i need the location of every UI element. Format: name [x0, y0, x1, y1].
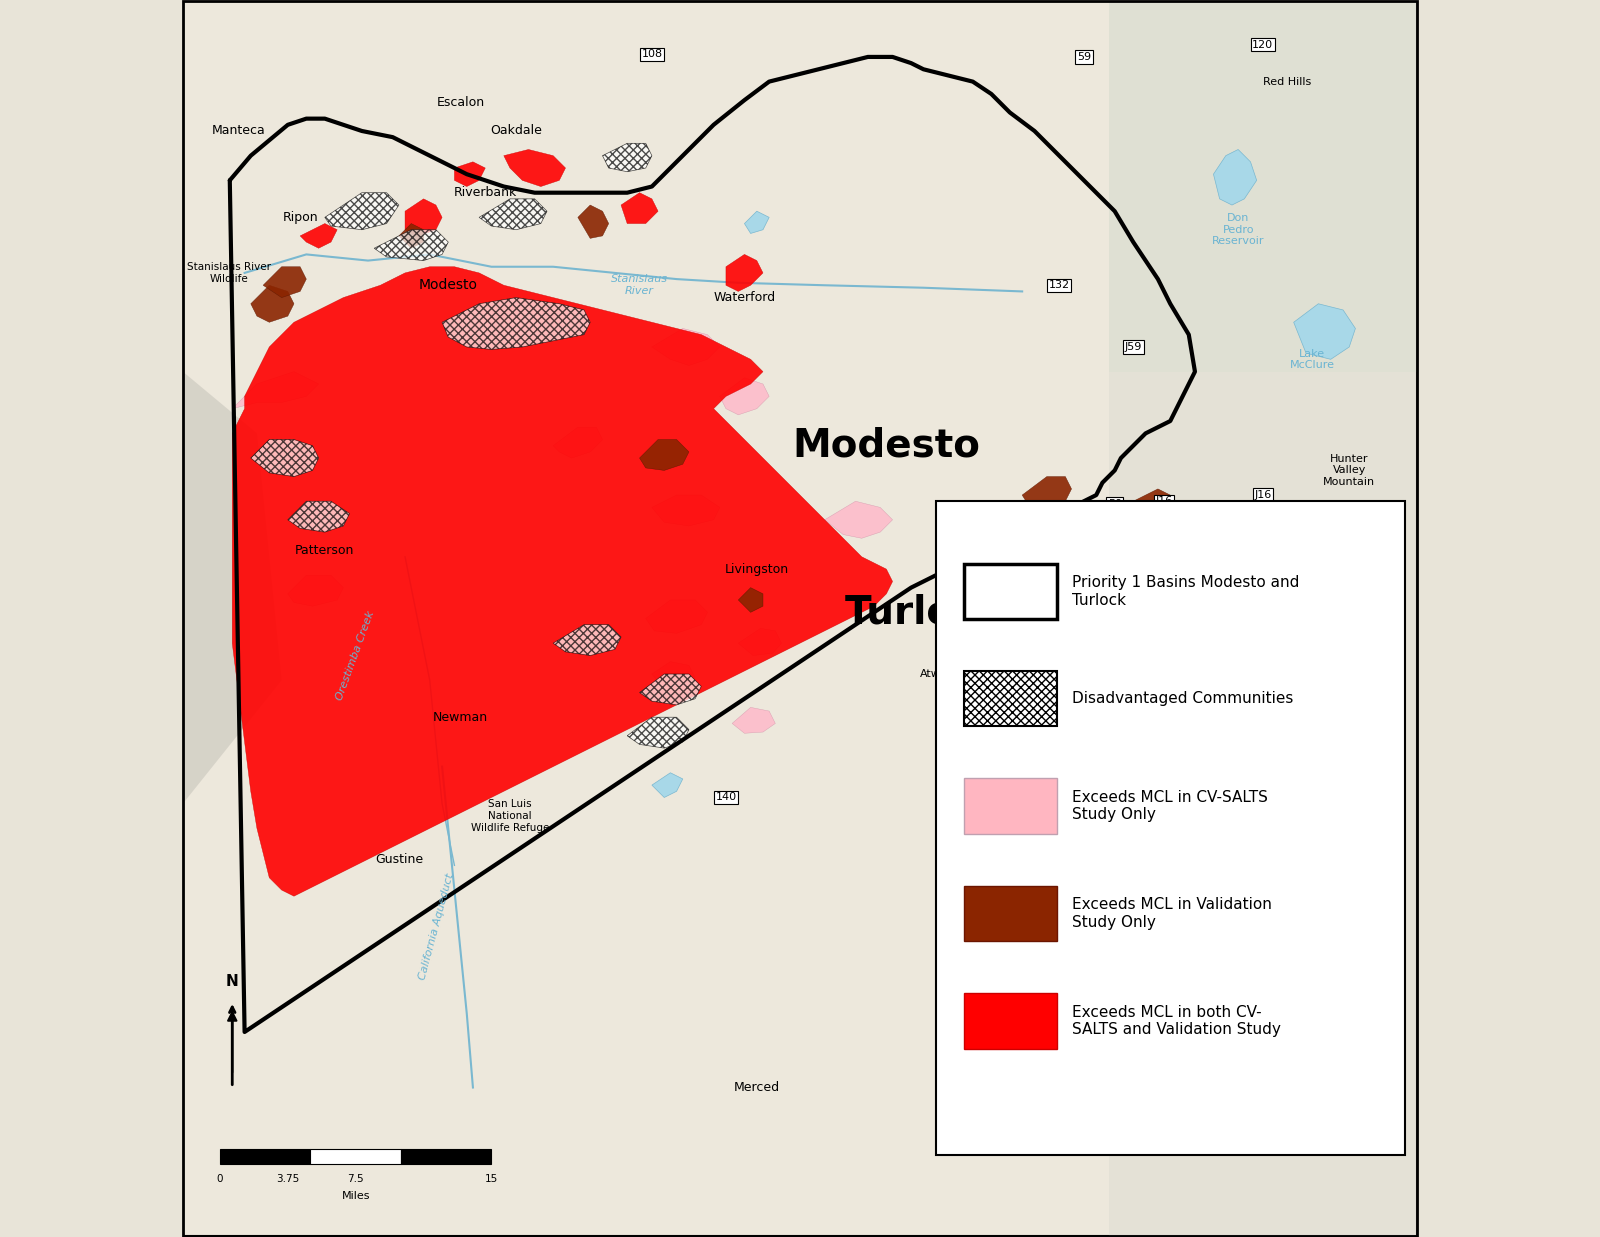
Text: J16: J16	[1155, 496, 1173, 506]
Text: 59: 59	[1077, 52, 1091, 62]
Text: Escalon: Escalon	[437, 96, 485, 109]
Text: Priority 1 Basins Modesto and
Turlock: Priority 1 Basins Modesto and Turlock	[1072, 575, 1299, 607]
FancyBboxPatch shape	[219, 1149, 310, 1164]
FancyBboxPatch shape	[965, 886, 1056, 941]
Polygon shape	[726, 255, 763, 292]
Polygon shape	[646, 600, 707, 633]
Polygon shape	[824, 501, 893, 538]
FancyBboxPatch shape	[965, 993, 1056, 1049]
Polygon shape	[232, 371, 318, 408]
Text: N: N	[226, 974, 238, 988]
Polygon shape	[627, 717, 690, 748]
Polygon shape	[442, 298, 590, 349]
Polygon shape	[640, 674, 701, 705]
Text: Modesto: Modesto	[792, 427, 981, 465]
Text: Stanislaus
River: Stanislaus River	[611, 275, 669, 296]
Text: Lake
McClure: Lake McClure	[1290, 349, 1334, 370]
Text: Livingston: Livingston	[725, 563, 789, 575]
Polygon shape	[232, 267, 893, 896]
Polygon shape	[478, 199, 547, 230]
Text: San Luis
National
Wildlife Refuge: San Luis National Wildlife Refuge	[470, 799, 549, 833]
Polygon shape	[651, 329, 720, 365]
Polygon shape	[744, 212, 770, 234]
Text: Stanislaus River
Wildlife: Stanislaus River Wildlife	[187, 262, 270, 283]
Text: Merced: Merced	[734, 1081, 779, 1094]
Polygon shape	[182, 371, 282, 804]
Text: J16: J16	[1254, 490, 1272, 500]
Text: Exceeds MCL in both CV-
SALTS and Validation Study: Exceeds MCL in both CV- SALTS and Valida…	[1072, 1004, 1280, 1037]
Polygon shape	[1109, 1, 1418, 371]
Polygon shape	[374, 230, 448, 261]
Polygon shape	[578, 205, 608, 239]
Polygon shape	[640, 439, 690, 470]
Polygon shape	[288, 501, 349, 532]
Polygon shape	[603, 143, 651, 172]
FancyBboxPatch shape	[965, 670, 1056, 726]
Polygon shape	[1109, 1, 1418, 1236]
Text: J59: J59	[1125, 341, 1142, 353]
Text: 3.75: 3.75	[277, 1174, 299, 1184]
Polygon shape	[405, 199, 442, 236]
Text: Gustine: Gustine	[374, 852, 422, 866]
Text: Atwater: Atwater	[920, 669, 963, 679]
Text: Turlock: Turlock	[845, 594, 1002, 631]
FancyBboxPatch shape	[310, 1149, 402, 1164]
Text: Exceeds MCL in Validation
Study Only: Exceeds MCL in Validation Study Only	[1072, 897, 1272, 930]
Text: Winton: Winton	[947, 632, 986, 642]
Polygon shape	[251, 439, 318, 476]
Text: Modesto: Modesto	[419, 278, 478, 292]
Text: Red Hills: Red Hills	[1264, 77, 1312, 87]
FancyBboxPatch shape	[965, 778, 1056, 834]
Text: Don
Pedro
Reservoir: Don Pedro Reservoir	[1211, 213, 1264, 246]
Text: 108: 108	[642, 49, 662, 59]
Polygon shape	[1213, 150, 1256, 205]
FancyBboxPatch shape	[182, 1, 1418, 1236]
Text: 7.5: 7.5	[347, 1174, 363, 1184]
Polygon shape	[1022, 476, 1072, 510]
Polygon shape	[621, 193, 658, 224]
Text: Oakdale: Oakdale	[490, 125, 542, 137]
FancyBboxPatch shape	[965, 564, 1056, 618]
Text: Exceeds MCL in CV-SALTS
Study Only: Exceeds MCL in CV-SALTS Study Only	[1072, 790, 1267, 823]
Polygon shape	[301, 224, 338, 249]
Polygon shape	[554, 427, 603, 458]
Polygon shape	[454, 162, 485, 187]
Text: Riverbank: Riverbank	[454, 187, 517, 199]
Polygon shape	[251, 286, 294, 323]
Text: Miles: Miles	[341, 1191, 370, 1201]
Text: Hunter
Valley
Mountain: Hunter Valley Mountain	[1323, 454, 1376, 487]
Polygon shape	[262, 267, 306, 298]
Text: Manteca: Manteca	[211, 125, 266, 137]
Polygon shape	[504, 150, 565, 187]
Polygon shape	[720, 377, 770, 414]
Polygon shape	[738, 628, 781, 656]
Text: 120: 120	[1253, 40, 1274, 49]
Text: 0: 0	[216, 1174, 222, 1184]
Text: Ripon: Ripon	[282, 210, 318, 224]
Text: 132: 132	[1048, 281, 1070, 291]
FancyBboxPatch shape	[402, 1149, 491, 1164]
Text: Newman: Newman	[434, 711, 488, 724]
Text: Orestimba Creek: Orestimba Creek	[334, 610, 376, 701]
Polygon shape	[554, 625, 621, 656]
Text: 140: 140	[715, 793, 736, 803]
Text: Waterford: Waterford	[714, 291, 776, 304]
FancyBboxPatch shape	[936, 501, 1405, 1155]
Text: Patterson: Patterson	[294, 544, 355, 557]
Polygon shape	[1133, 489, 1170, 513]
Text: 50: 50	[1107, 499, 1122, 508]
Polygon shape	[733, 708, 776, 734]
Polygon shape	[288, 575, 344, 606]
Polygon shape	[325, 193, 398, 230]
Polygon shape	[651, 773, 683, 798]
Text: Disadvantaged Communities: Disadvantaged Communities	[1072, 691, 1293, 706]
Polygon shape	[651, 495, 720, 526]
Text: 15: 15	[485, 1174, 498, 1184]
Text: California Aqueduct: California Aqueduct	[418, 872, 454, 981]
Polygon shape	[651, 662, 694, 689]
Polygon shape	[738, 588, 763, 612]
Polygon shape	[1294, 304, 1355, 359]
Polygon shape	[398, 224, 424, 249]
